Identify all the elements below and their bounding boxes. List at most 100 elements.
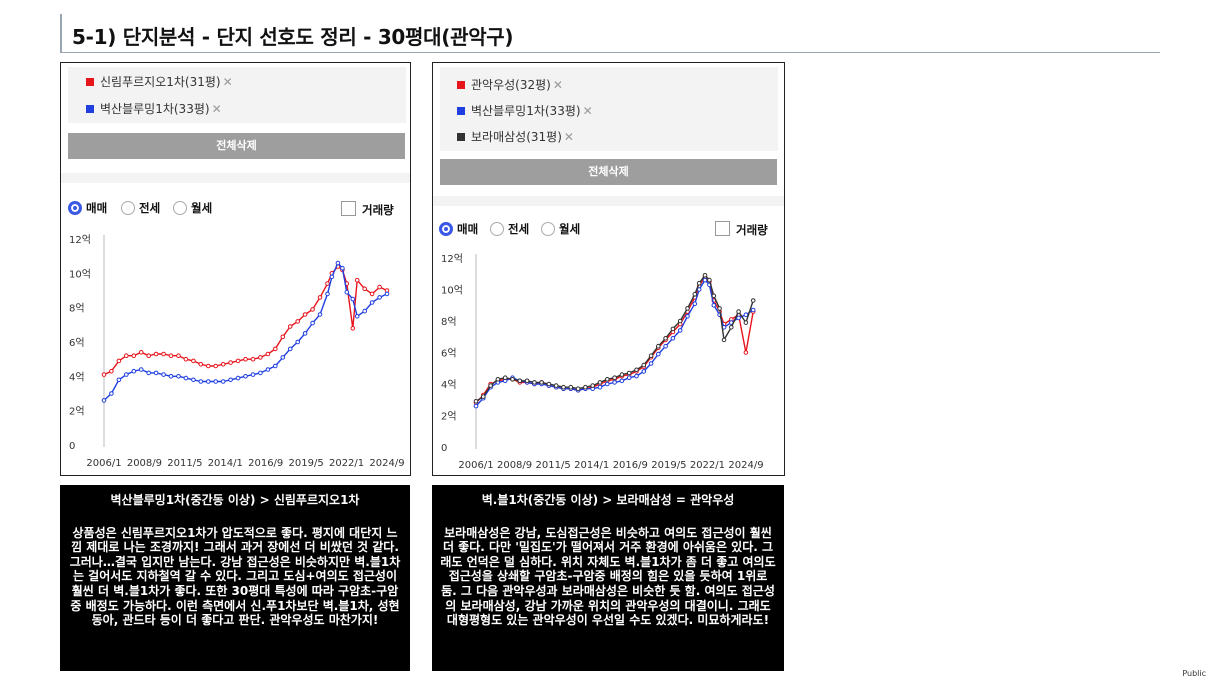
data-point	[168, 374, 174, 379]
data-point	[736, 309, 741, 314]
radio-label: 월세	[191, 201, 213, 215]
data-point	[250, 356, 256, 362]
data-point	[670, 326, 676, 332]
data-point	[287, 324, 293, 329]
x-tick-label: 2011/5	[536, 460, 571, 471]
delete-all-button[interactable]: 전체삭제	[68, 133, 405, 159]
data-point	[146, 370, 151, 376]
data-point	[369, 291, 375, 297]
checkbox-label: 거래량	[362, 203, 394, 217]
data-point	[605, 377, 610, 382]
legend-item: 벽산블루밍1차(33평) ✕	[86, 100, 222, 117]
data-point	[707, 277, 712, 283]
data-point	[532, 380, 537, 385]
legend-swatch	[457, 133, 465, 141]
data-point	[213, 379, 218, 384]
data-point	[329, 274, 335, 280]
data-point	[656, 343, 661, 349]
data-point	[717, 306, 722, 311]
data-point	[362, 286, 368, 292]
data-point	[702, 277, 708, 283]
legend-label: 벽산블루밍1차(33평)	[471, 104, 581, 118]
data-point	[575, 386, 581, 391]
price-chart-svg: 12억 10억 8억 6억 4억 2억 0 2006/1 2008/9 2011/5 2014/1 2…	[69, 234, 405, 469]
y-tick-label: 4억	[441, 379, 457, 391]
remove-icon[interactable]: ✕	[211, 102, 222, 116]
y-tick-label: 4억	[69, 371, 85, 383]
data-point	[153, 370, 159, 376]
radio-sale[interactable]: 매매	[68, 200, 107, 216]
data-point	[743, 312, 749, 317]
radio-label: 전세	[139, 201, 161, 215]
data-point	[495, 377, 501, 382]
remove-icon[interactable]: ✕	[552, 78, 563, 92]
x-tick-label: 2008/9	[127, 458, 162, 469]
data-point	[377, 284, 382, 290]
radio-monthly[interactable]: 월세	[541, 221, 580, 237]
radio-jeonse[interactable]: 전세	[490, 221, 529, 237]
radio-selected-icon	[68, 201, 82, 215]
radio-icon	[121, 201, 135, 215]
data-point	[736, 315, 741, 321]
legend-label: 관악우성(32평)	[471, 78, 551, 92]
data-point	[597, 380, 603, 385]
separator-band	[433, 196, 784, 206]
data-point	[153, 351, 159, 357]
x-tick-label: 2006/1	[86, 458, 121, 469]
delete-all-button[interactable]: 전체삭제	[440, 159, 777, 185]
radio-icon	[173, 201, 187, 215]
note-body: 보라매삼성은 강남, 도심접근성은 비슷하고 여의도 접근성이 훨씬 더 좋다.…	[440, 525, 776, 628]
data-point	[101, 398, 107, 403]
data-point	[280, 334, 286, 340]
data-point	[161, 372, 166, 377]
radio-label: 전세	[508, 222, 530, 236]
y-tick-label: 10억	[69, 268, 91, 280]
data-point	[220, 379, 226, 384]
y-tick-label: 12억	[69, 234, 91, 246]
data-point	[146, 353, 151, 358]
remove-icon[interactable]: ✕	[563, 130, 574, 144]
data-point	[265, 351, 271, 357]
data-point	[235, 358, 241, 364]
data-point	[325, 291, 330, 297]
checkbox-icon	[715, 221, 730, 236]
data-point	[265, 367, 271, 372]
data-point	[350, 326, 356, 331]
legend-item: 벽산블루밍1차(33평) ✕	[457, 102, 593, 119]
x-tick-label: 2014/1	[208, 458, 243, 469]
data-point	[696, 287, 702, 292]
x-tick-label: 2019/5	[651, 460, 686, 471]
volume-checkbox[interactable]: 거래량	[341, 201, 394, 218]
legend-label: 벽산블루밍1차(33평)	[100, 102, 210, 116]
data-point	[546, 381, 552, 387]
radio-monthly[interactable]: 월세	[173, 200, 212, 216]
series-line	[475, 279, 754, 407]
radio-jeonse[interactable]: 전세	[121, 200, 160, 216]
data-point	[344, 289, 350, 295]
remove-icon[interactable]: ✕	[222, 75, 233, 89]
remove-icon[interactable]: ✕	[582, 104, 593, 118]
data-point	[131, 368, 137, 374]
data-point	[670, 336, 676, 341]
radio-sale[interactable]: 매매	[439, 221, 478, 237]
data-point	[131, 353, 137, 358]
data-point	[183, 356, 189, 362]
y-tick-label: 10억	[441, 285, 463, 297]
legend-box: 신림푸르지오1차(31평) ✕ 벽산블루밍1차(33평) ✕	[68, 67, 406, 123]
legend-swatch	[86, 78, 94, 86]
data-point	[656, 351, 661, 357]
data-point	[198, 362, 204, 367]
data-point	[641, 369, 647, 374]
data-point	[295, 339, 300, 345]
data-point	[663, 343, 668, 349]
data-point	[161, 351, 166, 357]
data-point	[198, 379, 204, 384]
series-line	[103, 262, 388, 401]
note-heading: 벽산블루밍1차(중간동 이상) > 신림푸르지오1차	[110, 493, 360, 507]
volume-checkbox[interactable]: 거래량	[715, 221, 768, 238]
data-point	[743, 320, 749, 325]
x-tick-label: 2011/5	[167, 458, 202, 469]
analysis-note-1: 벽산블루밍1차(중간동 이상) > 신림푸르지오1차 상품성은 신림푸르지오1차…	[60, 485, 410, 671]
data-point	[685, 314, 690, 319]
y-tick-label: 8억	[69, 303, 85, 315]
